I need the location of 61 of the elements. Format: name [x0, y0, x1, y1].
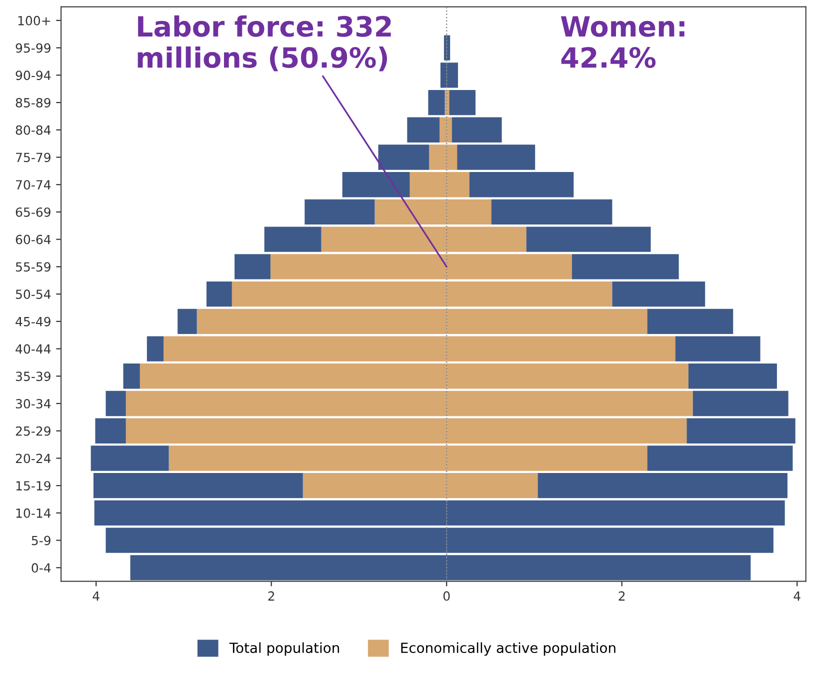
bar: [234, 254, 270, 280]
y-tick-label: 45-49: [16, 316, 50, 326]
bar: [95, 418, 126, 444]
bar: [378, 144, 430, 170]
bar: [264, 226, 322, 252]
y-tick-label: 20-24: [16, 454, 51, 464]
x-tick-label: 2: [618, 591, 625, 601]
bar: [692, 390, 788, 416]
bar: [446, 35, 450, 60]
y-tick-label: 10-14: [16, 508, 51, 518]
bar: [469, 172, 574, 198]
legend-label: Total population: [229, 642, 339, 656]
bar: [457, 144, 536, 170]
y-tick-label: 30-34: [16, 398, 51, 408]
bar: [675, 336, 760, 362]
bar: [449, 90, 476, 116]
bar: [90, 446, 169, 471]
bar: [688, 364, 777, 389]
bar: [146, 336, 164, 362]
y-tick-label: 50-54: [16, 290, 51, 299]
y-tick-label: 40-44: [16, 344, 51, 354]
annotation: Women: 42.4%: [560, 16, 684, 68]
y-tick-label: 55-59: [16, 262, 50, 272]
y-tick-label: 85-89: [16, 98, 50, 108]
legend-label: Economically active population: [401, 642, 616, 656]
bar: [572, 254, 679, 280]
bar: [93, 473, 303, 498]
y-tick-label: 0-4: [32, 563, 51, 573]
y-tick-label: 5-9: [32, 536, 50, 546]
x-tick-label: 2: [268, 591, 274, 601]
y-tick-label: 15-19: [16, 481, 50, 491]
y-tick-label: 25-29: [16, 426, 50, 436]
bar: [178, 308, 197, 334]
x-tick-label: 4: [92, 591, 100, 601]
bar: [538, 473, 788, 498]
bar: [686, 418, 796, 444]
bar: [428, 90, 445, 116]
bar: [206, 281, 232, 307]
bar: [342, 172, 410, 198]
bar: [304, 199, 375, 225]
annotation: Labor force: 332 millions (50.9%): [138, 15, 391, 72]
y-tick-label: 60-64: [16, 234, 51, 244]
bar: [123, 364, 140, 389]
y-tick-label: 65-69: [16, 207, 50, 217]
bar: [452, 117, 502, 142]
bar: [647, 446, 793, 471]
y-tick-label: 70-74: [16, 180, 51, 190]
bar: [106, 390, 126, 416]
bar: [612, 281, 706, 307]
x-tick-label: 4: [794, 591, 800, 601]
bar: [647, 308, 734, 334]
y-tick-label: 35-39: [16, 372, 50, 382]
y-tick-label: 100+: [18, 16, 50, 26]
bar: [407, 117, 440, 142]
y-tick-label: 90-94: [16, 70, 51, 80]
bar: [491, 199, 612, 225]
x-tick-label: 0: [443, 591, 450, 601]
y-tick-label: 95-99: [16, 43, 50, 53]
y-tick-label: 80-84: [16, 125, 51, 135]
y-tick-label: 75-79: [16, 152, 50, 162]
bar: [526, 226, 651, 252]
